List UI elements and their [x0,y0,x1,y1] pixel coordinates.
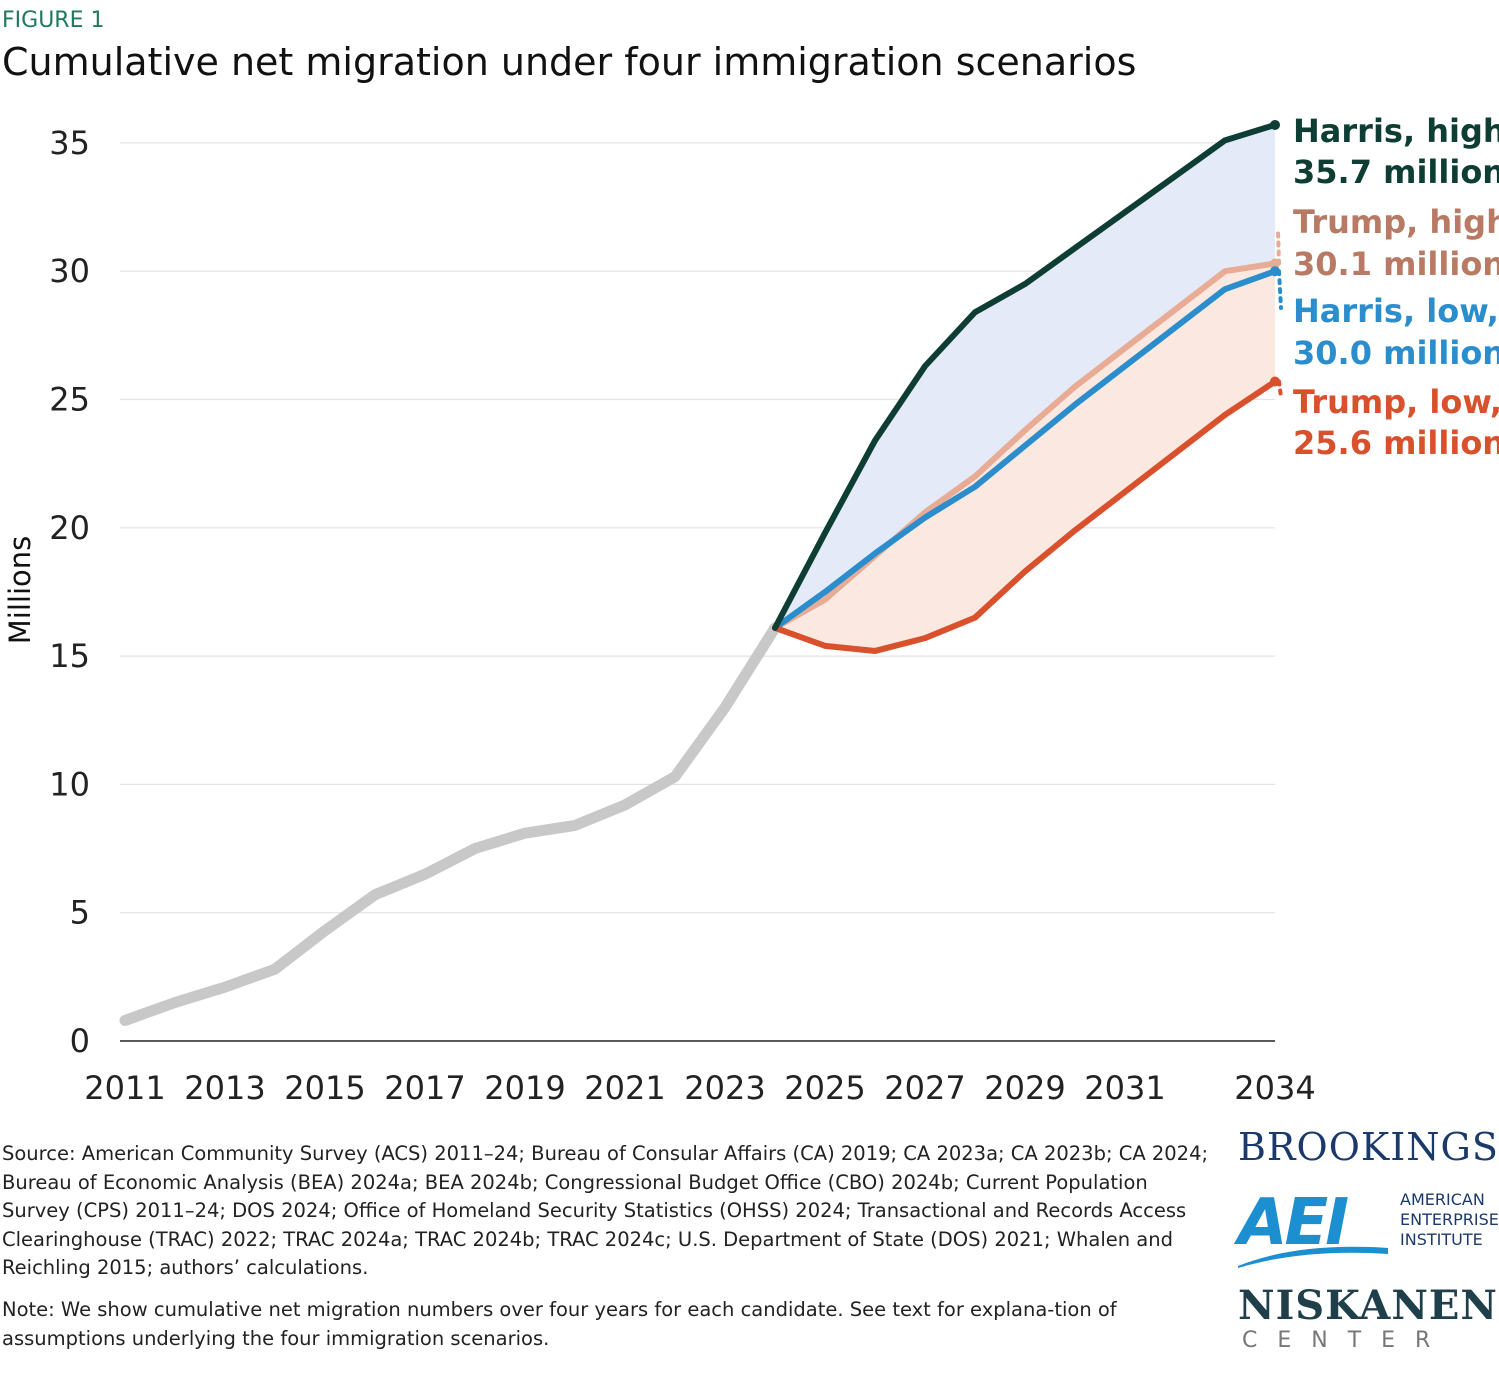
historical-line [119,622,781,1026]
series-label: Harris, low, [1293,292,1499,330]
y-axis-label: Millions [3,536,37,644]
series-line [772,378,1278,654]
series-label: Trump, high, [1293,203,1499,241]
aei-logo-text: AMERICAN ENTERPRISE INSTITUTE [1400,1190,1499,1250]
y-axis: 0 5 10 15 20 25 30 35 Millions [3,124,90,1060]
x-tick-label: 2013 [184,1069,265,1107]
series-line [772,268,1278,631]
series-end-marker [1270,119,1280,130]
x-tick-label: 2017 [384,1069,465,1107]
x-tick-label: 2027 [884,1069,965,1107]
x-tick-label: 2031 [1084,1069,1165,1107]
series-line [772,260,1278,631]
series-label: Trump, low, [1293,383,1499,421]
x-tick-label: 2019 [484,1069,565,1107]
y-tick-label: 5 [70,894,90,932]
y-tick-label: 20 [49,509,90,547]
x-tick-label: 2021 [584,1069,665,1107]
y-tick-label: 10 [49,765,90,803]
y-tick-label: 25 [49,381,90,419]
shaded-range [775,263,1275,651]
source-text: Source: American Community Survey (ACS) … [2,1142,1209,1279]
series-value-label: 30.0 million [1293,334,1499,372]
aei-swoosh-icon [1238,1246,1388,1268]
series-value-label: 35.7 million [1293,153,1499,191]
x-tick-label: 2015 [284,1069,365,1107]
series-line [772,121,1278,631]
x-tick-label: 2034 [1234,1069,1315,1107]
label-leader [1276,229,1281,266]
series-label: Harris, high, [1293,112,1499,150]
gridlines [120,142,1275,1042]
niskanen-logo-sub: CENTER [1242,1328,1451,1353]
x-tick-label: 2025 [784,1069,865,1107]
y-tick-label: 35 [49,124,90,162]
aei-logo-mark: AEI [1238,1186,1349,1260]
niskanen-logo: NISKANEN [1238,1282,1498,1329]
y-tick-label: 30 [49,252,90,290]
x-axis: 2011 2013 2015 2017 2019 2021 2023 2025 2027 2029… [84,1069,1315,1107]
x-tick-label: 2023 [684,1069,765,1107]
chart-title: Cumulative net migration under four immi… [2,40,1137,84]
aei-line-1: AMERICAN [1400,1190,1485,1209]
brookings-logo: BROOKINGS [1238,1125,1499,1169]
y-tick-label: 15 [49,637,90,675]
x-tick-label: 2029 [984,1069,1065,1107]
aei-line-3: INSTITUTE [1400,1230,1483,1249]
shaded-ranges [775,124,1275,651]
aei-logo: AEI AMERICAN ENTERPRISE INSTITUTE [1238,1188,1499,1268]
series-value-label: 25.6 million [1293,424,1499,462]
label-leader [1277,269,1283,310]
figure-label: FIGURE 1 [2,8,105,33]
series-labels: Harris, high,35.7 million Trump, high, 30.… [1293,112,1499,462]
label-leader [1277,379,1283,399]
series-lines [119,119,1283,1026]
y-tick-label: 0 [70,1022,90,1060]
shaded-range [775,124,1275,628]
series-value-label: 30.1 million [1293,245,1499,283]
x-tick-label: 2011 [84,1069,165,1107]
note-text: Note: We show cumulative net migration n… [2,1298,1117,1350]
aei-line-2: ENTERPRISE [1400,1210,1499,1229]
